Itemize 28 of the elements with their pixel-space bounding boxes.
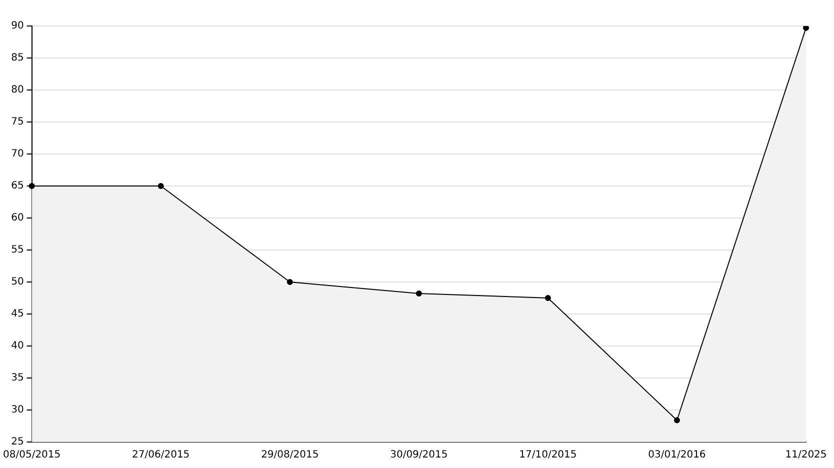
y-tick-label: 45 [11, 308, 24, 320]
x-tick-label: 17/10/2015 [519, 450, 577, 461]
x-tick-label: 08/05/2015 [3, 450, 61, 461]
y-tick-label: 35 [11, 372, 24, 384]
y-tick-label: 70 [11, 148, 24, 160]
y-tick-label: 90 [11, 20, 24, 32]
x-tick-label: 11/2025 [785, 450, 827, 461]
y-tick-label: 55 [11, 244, 24, 256]
y-tick-label: 75 [11, 116, 24, 128]
y-tick-label: 85 [11, 52, 24, 64]
point [416, 290, 422, 297]
point [28, 183, 35, 189]
point [674, 417, 680, 424]
y-tick-label: 50 [11, 276, 24, 288]
point [803, 26, 809, 31]
y-tick-label: 30 [11, 404, 24, 416]
y-tick-label: 60 [11, 212, 24, 224]
x-tick-label: 30/09/2015 [390, 450, 448, 461]
point [286, 279, 293, 285]
y-tick-label: 25 [11, 436, 24, 448]
y-tick-label: 40 [11, 340, 24, 352]
point [158, 183, 164, 189]
y-tick-label: 80 [11, 84, 24, 96]
y-tick-label: 65 [11, 180, 24, 192]
point [544, 295, 551, 301]
x-tick-label: 29/08/2015 [261, 450, 319, 461]
x-tick-label: 03/01/2016 [648, 450, 706, 461]
x-tick-label: 27/06/2015 [132, 450, 190, 461]
